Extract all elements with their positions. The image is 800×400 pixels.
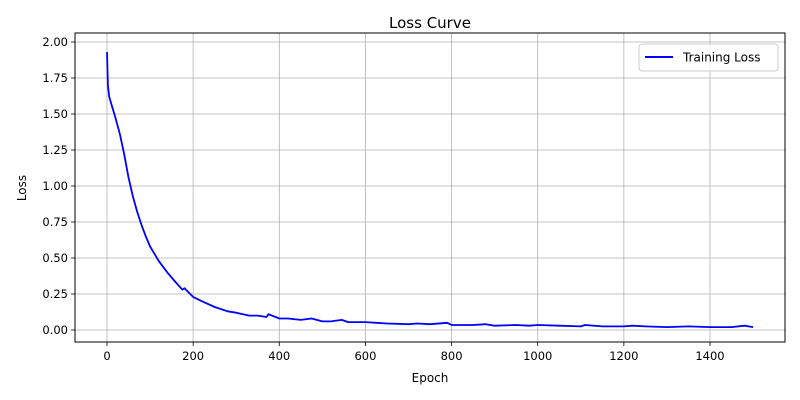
- y-tick-label: 0.25: [42, 287, 68, 301]
- plot-lines: [106, 52, 754, 329]
- chart-title: Loss Curve: [389, 14, 471, 32]
- legend-box: [638, 43, 779, 72]
- x-tick-label: 400: [268, 349, 290, 363]
- x-tick-label: 1400: [695, 349, 724, 363]
- y-tick-label: 2.00: [42, 35, 68, 49]
- x-tick-label: 1000: [523, 349, 552, 363]
- y-tick-label: 1.00: [42, 179, 68, 193]
- y-axis-ticks: 0.00 0.25 0.50 0.75 1.00 1.25 1.50 1.75 2.00: [42, 35, 75, 337]
- y-tick-label: 1.50: [42, 107, 68, 121]
- legend-label: Training Loss: [682, 51, 760, 65]
- training-loss-line: [106, 52, 754, 329]
- y-tick-label: 0.50: [42, 251, 68, 265]
- y-tick-label: 1.25: [42, 143, 68, 157]
- y-tick-label: 0.00: [42, 323, 68, 337]
- x-tick-label: 600: [354, 349, 376, 363]
- axes-frame: [74, 32, 786, 343]
- y-axis-label: Loss: [15, 175, 29, 201]
- grid-lines: [75, 33, 785, 342]
- x-axis-label: Epoch: [412, 371, 449, 385]
- legend: Training Loss: [638, 43, 779, 72]
- x-tick-label: 0: [103, 349, 110, 363]
- x-tick-label: 800: [441, 349, 463, 363]
- y-tick-label: 0.75: [42, 215, 68, 229]
- y-tick-label: 1.75: [42, 71, 68, 85]
- x-tick-label: 200: [182, 349, 204, 363]
- x-axis-ticks: 0 200 400 600 800 1000 1200 1400: [103, 342, 725, 363]
- x-tick-label: 1200: [609, 349, 638, 363]
